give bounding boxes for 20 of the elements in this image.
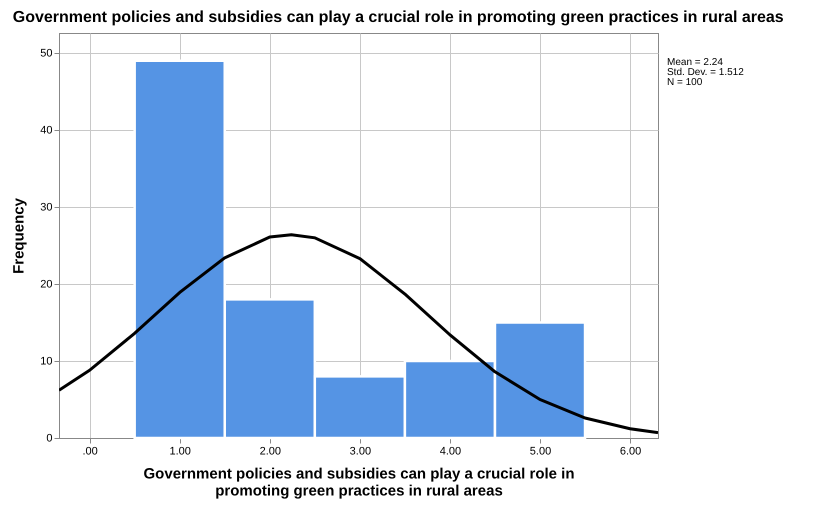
text: N = 100 [667,77,703,88]
x-tick-label: 2.00 [260,446,281,458]
y-tick-label: 10 [40,356,52,368]
chart-title: Government policies and subsidies can play a crucial role in promoting green practices in rural areas [12,9,784,26]
y-tick-label: 0 [46,432,52,444]
y-tick-label: 40 [40,124,52,137]
x-tick-label: 3.00 [350,446,372,458]
x-tick-label: 6.00 [620,446,642,458]
x-tick-label: 1.00 [169,446,191,458]
x-axis-title: Government policies and subsidies can play a crucial role in promoting green practices in rural areas [144,466,574,500]
x-tick-label: .00 [82,446,98,458]
y-tick-label: 20 [40,278,52,291]
text: Mean = 2.24 [667,57,724,68]
y-tick-label: 30 [40,202,52,214]
text: Std. Dev. = 1.512 [667,67,744,78]
x-tick-label: 5.00 [530,446,552,458]
line-series [59,233,658,434]
y-axis-title: Frequency [10,197,28,274]
y-tick-label: 50 [40,48,52,60]
x-tick-label: 4.00 [440,446,462,458]
